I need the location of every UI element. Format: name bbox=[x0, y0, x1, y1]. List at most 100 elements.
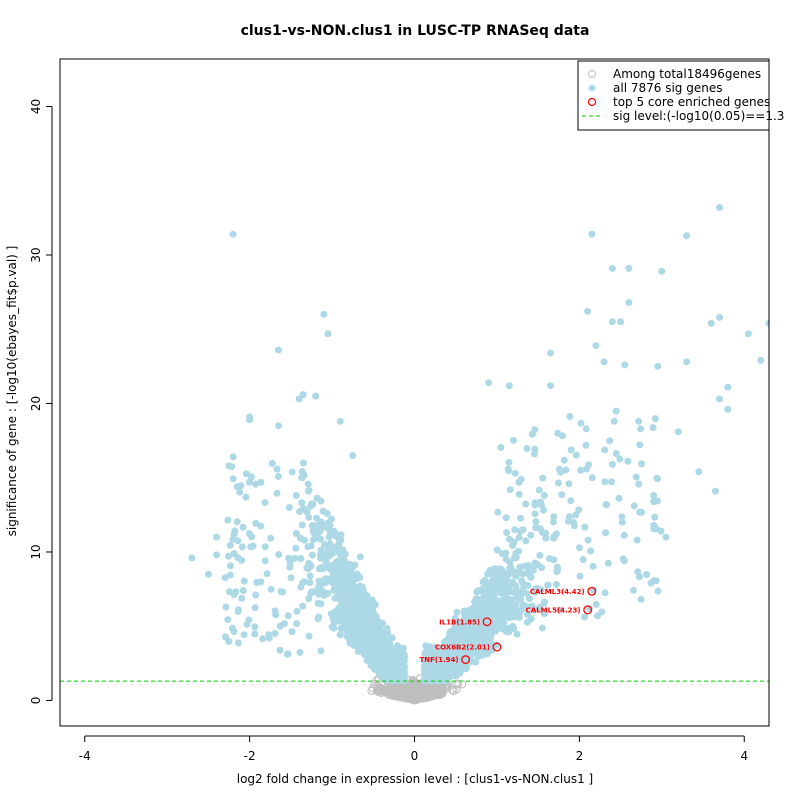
sig-gene-point bbox=[238, 594, 246, 602]
sig-gene-point bbox=[368, 643, 376, 651]
sig-gene-point bbox=[477, 586, 485, 593]
sig-gene-point bbox=[498, 569, 506, 576]
sig-gene-point bbox=[579, 556, 587, 563]
sig-gene-point bbox=[248, 533, 256, 541]
sig-gene-point bbox=[310, 529, 318, 537]
sig-gene-point bbox=[544, 581, 552, 589]
x-axis-label: log2 fold change in expression level : [… bbox=[237, 772, 593, 786]
sig-gene-point bbox=[478, 612, 486, 620]
sig-gene-point bbox=[505, 382, 513, 390]
sig-gene-point bbox=[531, 501, 539, 509]
sig-gene-point bbox=[532, 518, 540, 525]
sig-gene-point bbox=[243, 620, 251, 628]
sig-gene-point bbox=[592, 342, 600, 350]
sig-gene-point bbox=[313, 522, 321, 529]
sig-gene-point bbox=[273, 489, 281, 497]
sig-gene-point bbox=[575, 506, 583, 514]
sig-gene-point bbox=[370, 654, 378, 662]
sig-gene-point bbox=[370, 611, 378, 619]
sig-gene-point bbox=[724, 383, 732, 391]
sig-gene-point bbox=[650, 525, 658, 533]
sig-gene-point bbox=[324, 330, 332, 338]
sig-gene-point bbox=[537, 586, 545, 594]
sig-gene-point bbox=[313, 514, 321, 522]
sig-gene-point bbox=[451, 620, 459, 628]
sig-gene-point bbox=[493, 586, 501, 593]
sig-gene-point bbox=[356, 553, 364, 561]
sig-gene-point bbox=[471, 644, 479, 652]
sig-gene-point bbox=[308, 500, 316, 508]
sig-gene-point bbox=[540, 599, 548, 607]
legend-sig-text: all 7876 sig genes bbox=[613, 81, 722, 95]
sig-gene-point bbox=[271, 630, 279, 637]
nonsig-gene-point bbox=[402, 691, 411, 700]
sig-gene-point bbox=[226, 541, 234, 549]
sig-gene-point bbox=[225, 552, 232, 560]
sig-gene-point bbox=[382, 657, 390, 665]
sig-gene-point bbox=[724, 405, 732, 413]
sig-gene-point bbox=[340, 595, 347, 603]
highlighted-gene-label: TNF(1.94) bbox=[420, 656, 459, 664]
sig-gene-point bbox=[239, 523, 247, 531]
sig-gene-point bbox=[346, 639, 354, 647]
sig-gene-point bbox=[386, 664, 394, 672]
sig-gene-point bbox=[331, 616, 339, 624]
sig-gene-point bbox=[336, 573, 344, 581]
sig-gene-point bbox=[608, 318, 616, 326]
sig-gene-point bbox=[222, 633, 229, 641]
sig-gene-point bbox=[304, 543, 312, 551]
sig-gene-point bbox=[394, 664, 402, 672]
sig-gene-point bbox=[649, 424, 657, 432]
sig-gene-point bbox=[317, 535, 324, 543]
sig-gene-point bbox=[494, 575, 501, 583]
sig-gene-point bbox=[625, 264, 633, 272]
sig-gene-point bbox=[651, 513, 659, 521]
sig-gene-point bbox=[336, 417, 344, 425]
sig-gene-point bbox=[451, 614, 459, 622]
sig-gene-point bbox=[475, 598, 483, 606]
sig-gene-point bbox=[654, 587, 662, 595]
sig-gene-point bbox=[322, 556, 330, 564]
sig-gene-point bbox=[485, 379, 493, 387]
sig-gene-point bbox=[276, 646, 284, 654]
y-tick-label: 20 bbox=[29, 396, 43, 411]
sig-gene-point bbox=[531, 588, 539, 596]
sig-gene-point bbox=[230, 530, 238, 538]
sig-gene-point bbox=[293, 607, 301, 615]
sig-gene-point bbox=[426, 665, 434, 673]
x-tick-label: 2 bbox=[576, 749, 584, 763]
sig-gene-point bbox=[300, 578, 308, 586]
sig-gene-point bbox=[273, 465, 281, 473]
sig-gene-point bbox=[299, 602, 307, 610]
sig-gene-point bbox=[334, 607, 342, 615]
sig-gene-point bbox=[339, 565, 347, 573]
sig-gene-point bbox=[567, 446, 575, 454]
y-axis-label: significance of gene : [-log10(ebayes_fi… bbox=[5, 246, 19, 537]
sig-gene-point bbox=[540, 492, 548, 499]
sig-gene-point bbox=[226, 571, 234, 579]
sig-gene-point bbox=[345, 604, 353, 612]
sig-gene-point bbox=[396, 650, 404, 658]
sig-gene-point bbox=[228, 624, 236, 632]
sig-gene-point bbox=[651, 415, 659, 423]
sig-gene-point bbox=[606, 437, 614, 445]
highlighted-gene-point bbox=[583, 605, 593, 615]
sig-gene-point bbox=[510, 625, 518, 632]
sig-gene-point bbox=[365, 606, 373, 614]
sig-gene-point bbox=[389, 654, 397, 662]
sig-gene-point bbox=[349, 580, 357, 588]
sig-gene-point bbox=[393, 642, 401, 650]
sig-gene-point bbox=[576, 572, 584, 580]
sig-gene-point bbox=[308, 551, 316, 559]
sig-gene-point bbox=[319, 507, 327, 515]
highlighted-gene-point bbox=[482, 617, 492, 627]
highlighted-gene-label: IL1B(1.85) bbox=[439, 618, 480, 626]
sig-gene-point bbox=[274, 473, 282, 480]
sig-gene-point bbox=[620, 531, 628, 539]
legend-total-text: Among total18496genes bbox=[613, 67, 761, 81]
sig-gene-point bbox=[267, 534, 275, 542]
sig-gene-point bbox=[356, 634, 364, 642]
sig-gene-point bbox=[441, 676, 449, 684]
sig-gene-point bbox=[453, 656, 461, 663]
sig-gene-point bbox=[511, 469, 519, 477]
